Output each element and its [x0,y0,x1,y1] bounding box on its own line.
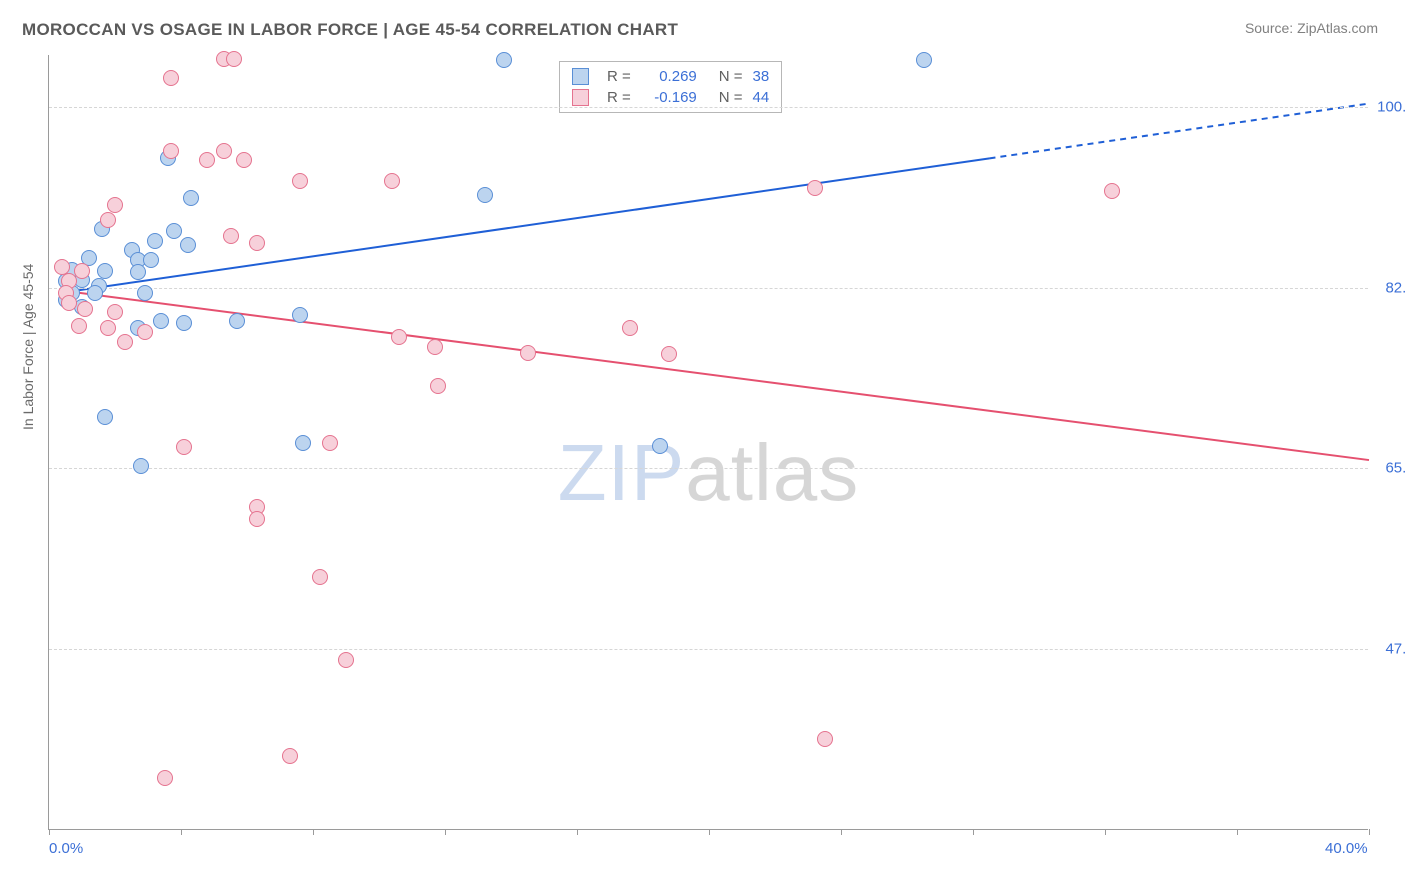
data-point [391,329,407,345]
data-point [143,252,159,268]
data-point [226,51,242,67]
x-tick-label: 0.0% [49,840,83,857]
data-point [163,143,179,159]
series-legend: MoroccansOsage [0,55,709,73]
data-point [176,315,192,331]
data-point [229,313,245,329]
legend-n-label: N = [719,89,743,106]
data-point [107,197,123,213]
data-point [147,233,163,249]
data-point [477,187,493,203]
x-tick [973,829,974,835]
data-point [183,190,199,206]
data-point [71,318,87,334]
data-point [77,301,93,317]
y-tick-label: 47.5% [1385,641,1406,658]
legend-swatch [572,89,589,106]
trend-lines [49,55,1368,829]
y-tick-label: 65.0% [1385,460,1406,477]
data-point [216,143,232,159]
data-point [338,652,354,668]
x-tick [1369,829,1370,835]
data-point [61,295,77,311]
data-point [249,235,265,251]
data-point [312,569,328,585]
y-tick-label: 100.0% [1377,98,1406,115]
x-tick [313,829,314,835]
y-tick-label: 82.5% [1385,279,1406,296]
x-tick [1105,829,1106,835]
data-point [322,435,338,451]
data-point [496,52,512,68]
data-point [97,409,113,425]
legend-n-value: 38 [753,68,770,85]
data-point [282,748,298,764]
data-point [130,264,146,280]
data-point [236,152,252,168]
data-point [97,263,113,279]
data-point [153,313,169,329]
x-tick [1237,829,1238,835]
data-point [292,307,308,323]
source-label: Source: ZipAtlas.com [1245,20,1378,36]
data-point [100,320,116,336]
data-point [622,320,638,336]
data-point [661,346,677,362]
gridline [49,468,1368,469]
data-point [384,173,400,189]
data-point [916,52,932,68]
data-point [176,439,192,455]
data-point [100,212,116,228]
data-point [1104,183,1120,199]
data-point [427,339,443,355]
data-point [817,731,833,747]
data-point [292,173,308,189]
plot-area: ZIPatlas R =0.269N =38R =-0.169N =44 Mor… [48,55,1368,830]
y-axis-label: In Labor Force | Age 45-54 [20,264,36,430]
data-point [157,770,173,786]
x-tick-label: 40.0% [1325,840,1368,857]
data-point [430,378,446,394]
legend-r-label: R = [607,89,631,106]
data-point [807,180,823,196]
data-point [87,285,103,301]
data-point [163,70,179,86]
gridline [49,649,1368,650]
data-point [249,511,265,527]
data-point [520,345,536,361]
data-point [166,223,182,239]
legend-r-value: -0.169 [641,89,697,106]
data-point [117,334,133,350]
trend-line [62,291,1369,460]
data-point [74,263,90,279]
x-tick [841,829,842,835]
trend-line [62,158,989,292]
data-point [137,285,153,301]
gridline [49,288,1368,289]
x-tick [445,829,446,835]
x-tick [709,829,710,835]
x-tick [49,829,50,835]
legend-n-label: N = [719,68,743,85]
data-point [133,458,149,474]
chart-title: MOROCCAN VS OSAGE IN LABOR FORCE | AGE 4… [22,20,678,40]
data-point [652,438,668,454]
legend-n-value: 44 [753,89,770,106]
data-point [223,228,239,244]
data-point [107,304,123,320]
trend-line [990,104,1370,159]
data-point [180,237,196,253]
x-tick [577,829,578,835]
data-point [295,435,311,451]
gridline [49,107,1368,108]
x-tick [181,829,182,835]
data-point [137,324,153,340]
data-point [199,152,215,168]
legend-row: R = -0.169 N = 44 [570,87,771,108]
